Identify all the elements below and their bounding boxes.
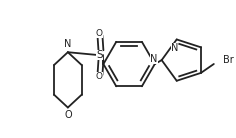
Text: S: S <box>96 50 103 60</box>
Text: N: N <box>150 54 158 64</box>
Text: N: N <box>64 39 72 49</box>
Text: O: O <box>96 29 103 38</box>
Text: Br: Br <box>223 55 233 65</box>
Text: O: O <box>64 111 72 120</box>
Text: O: O <box>96 72 103 81</box>
Text: N: N <box>171 43 178 53</box>
